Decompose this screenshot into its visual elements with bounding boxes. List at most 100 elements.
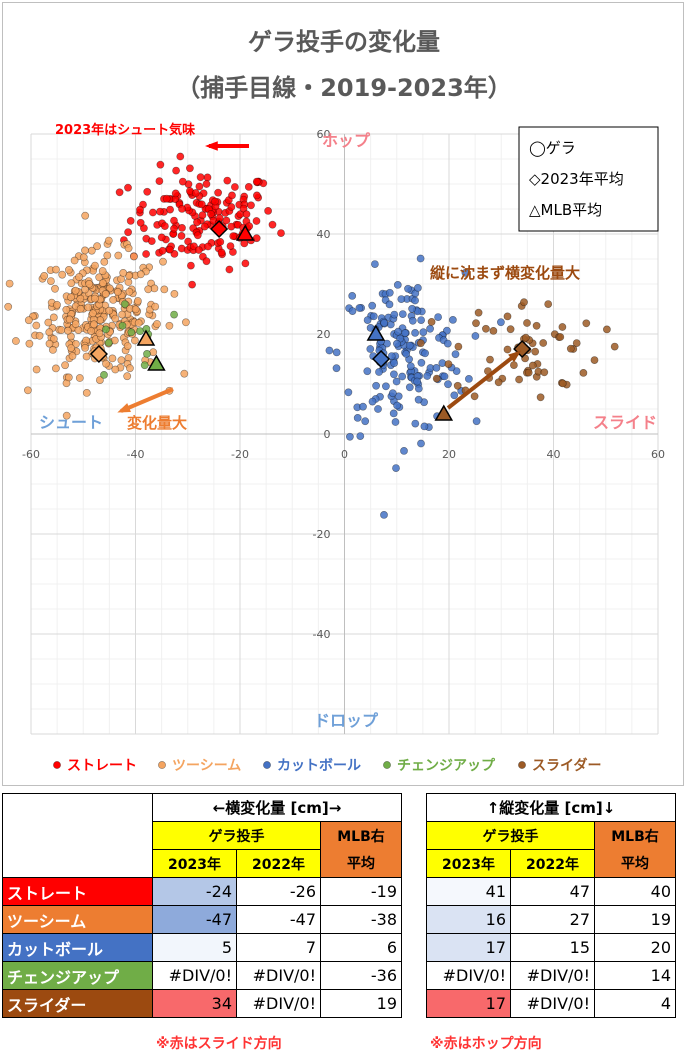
scatter-point xyxy=(151,302,160,311)
scatter-point xyxy=(348,291,357,300)
cell-value: 40 xyxy=(594,877,676,906)
scatter-point xyxy=(416,254,425,263)
scatter-point xyxy=(380,510,388,519)
cell-value: 27 xyxy=(510,905,595,934)
cell-value: 41 xyxy=(426,877,511,906)
scatter-point xyxy=(423,372,432,380)
scatter-point xyxy=(523,319,531,327)
row-label-cutter: カットボール xyxy=(2,933,153,962)
scatter-point xyxy=(558,323,567,331)
scatter-point xyxy=(170,289,179,298)
scatter-point xyxy=(178,223,186,232)
scatter-point xyxy=(139,224,148,233)
x-tick-label: 20 xyxy=(442,448,456,461)
cell-value: #DIV/0! xyxy=(426,961,511,990)
scatter-point xyxy=(481,324,490,333)
cell-value: 17 xyxy=(426,933,511,962)
scatter-point xyxy=(277,229,285,237)
scatter-point xyxy=(64,373,73,382)
scatter-point xyxy=(58,270,67,279)
scatter-point xyxy=(368,301,377,310)
scatter-point xyxy=(572,339,581,347)
scatter-point xyxy=(392,339,401,348)
scatter-point xyxy=(252,191,261,200)
legend-label: スライダー xyxy=(532,757,601,774)
scatter-point xyxy=(162,194,171,203)
movement-scatter-chart: ゲラ投手の変化量 （捕手目線・2019-2023年） -60 -40 -20 0 20 40 6… xyxy=(4,28,665,774)
scatter-point xyxy=(84,303,92,312)
scatter-point xyxy=(582,319,591,328)
scatter-point xyxy=(361,417,370,426)
scatter-point xyxy=(5,279,14,288)
scatter-point xyxy=(434,313,442,321)
scatter-point xyxy=(165,245,174,254)
cell-value: 19 xyxy=(594,905,676,934)
scatter-point xyxy=(49,313,58,322)
scatter-point xyxy=(417,439,425,448)
scatter-point xyxy=(450,391,459,400)
scatter-point xyxy=(528,361,537,370)
scatter-point xyxy=(67,344,75,352)
scatter-point xyxy=(52,364,60,373)
scatter-point xyxy=(172,166,180,175)
scatter-point xyxy=(156,207,164,216)
scatter-point xyxy=(452,367,461,375)
scatter-point xyxy=(400,446,408,455)
scatter-point xyxy=(242,210,251,219)
cell-value: 19 xyxy=(320,989,402,1018)
scatter-point xyxy=(544,300,553,308)
scatter-point xyxy=(392,464,400,472)
vertical-movement-table: ↑縦変化量 [cm]↓ ゲラ投手 MLB右 2023年 2022年 平均 41 … xyxy=(426,793,676,1018)
scatter-point xyxy=(118,321,127,330)
scatter-point xyxy=(129,252,138,261)
scatter-point xyxy=(229,232,238,240)
scatter-point xyxy=(185,164,194,173)
cell-value: 7 xyxy=(236,933,321,962)
scatter-point xyxy=(124,183,132,192)
mlb-header: MLB右 xyxy=(594,821,676,850)
scatter-point xyxy=(332,348,341,357)
scatter-point xyxy=(98,267,107,275)
scatter-point xyxy=(131,305,140,314)
scatter-point xyxy=(111,365,120,374)
scatter-point xyxy=(394,392,403,401)
scatter-point xyxy=(170,216,178,225)
scatter-point xyxy=(67,279,76,288)
legend-label: ツーシーム xyxy=(172,758,241,774)
scatter-point xyxy=(398,310,407,318)
row-label-straight: ストレート xyxy=(2,877,153,906)
scatter-point xyxy=(91,294,99,303)
scatter-point xyxy=(195,182,204,191)
scatter-point xyxy=(531,347,540,356)
scatter-point xyxy=(180,369,189,378)
cell-value: #DIV/0! xyxy=(510,989,595,1018)
scatter-point xyxy=(344,388,353,397)
x-tick-label: -40 xyxy=(127,448,145,461)
scatter-point xyxy=(426,324,434,333)
scatter-point xyxy=(440,372,449,381)
marker-legend-item: ◇2023年平均 xyxy=(529,170,624,188)
scatter-point xyxy=(432,374,441,383)
scatter-point xyxy=(610,342,619,351)
cell-value: 14 xyxy=(594,961,676,990)
scatter-point xyxy=(416,339,425,348)
cell-value: 17 xyxy=(426,989,511,1018)
scatter-point xyxy=(118,310,126,319)
x-tick-label: -20 xyxy=(231,448,249,461)
scatter-point xyxy=(348,307,357,315)
scatter-point xyxy=(372,381,380,390)
legend-marker xyxy=(158,761,166,769)
scatter-point xyxy=(71,320,80,328)
scatter-point xyxy=(509,361,518,369)
scatter-point xyxy=(124,228,132,237)
scatter-point xyxy=(32,321,41,330)
scatter-point xyxy=(143,349,151,358)
scatter-point xyxy=(496,318,505,327)
scatter-point xyxy=(590,356,599,364)
scatter-point xyxy=(414,384,423,393)
scatter-point xyxy=(158,246,167,255)
scatter-point xyxy=(62,411,71,420)
scatter-point xyxy=(102,325,110,334)
scatter-point xyxy=(472,319,480,328)
scatter-point xyxy=(230,183,239,191)
